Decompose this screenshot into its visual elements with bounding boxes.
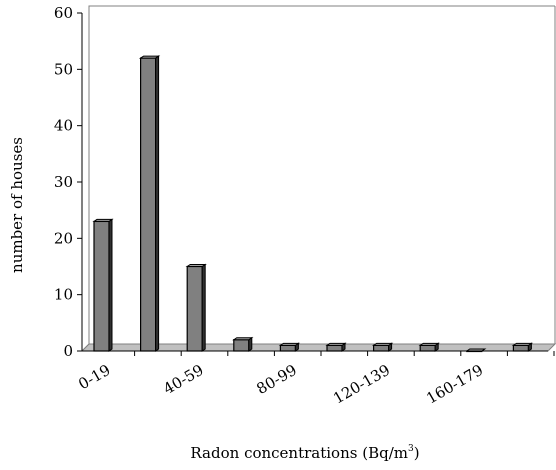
x-axis-title-suffix: ) (414, 444, 420, 462)
bar-top (232, 337, 254, 341)
bar (92, 218, 114, 352)
bar (232, 336, 254, 352)
y-tick-label: 50 (54, 60, 73, 78)
y-axis: 0 10 20 30 40 50 60 (54, 4, 83, 360)
bar-front (326, 344, 343, 352)
bar-front (186, 265, 203, 352)
y-tick-label: 0 (63, 342, 73, 360)
y-tick-label: 30 (54, 173, 73, 191)
x-axis: 0-19 40-59 80-99 120-139 160-179 (75, 350, 555, 408)
bar-front (419, 344, 436, 352)
bar-top (138, 55, 161, 59)
bar-front (279, 344, 296, 352)
bar-front (233, 339, 250, 352)
bar-side (155, 55, 160, 352)
y-tick-label: 20 (54, 229, 73, 247)
bar-front (93, 220, 110, 352)
bar-top (92, 218, 114, 222)
bar-top (325, 342, 347, 346)
bar-top (418, 342, 440, 346)
x-tick-label: 80-99 (253, 361, 299, 398)
bar (278, 342, 301, 352)
bar-top (185, 264, 207, 267)
x-tick-label: 40-59 (160, 361, 206, 398)
bar-top (511, 342, 534, 346)
bar-front (373, 344, 390, 352)
y-tick-label: 40 (54, 117, 73, 135)
x-axis-title-superscript: 3 (408, 444, 414, 454)
bars-group (92, 55, 534, 353)
y-axis-title: number of houses (8, 137, 26, 273)
bar-top (465, 348, 487, 352)
bar-top (278, 342, 301, 346)
bar (138, 55, 161, 352)
bar-front (512, 344, 530, 352)
x-axis-title: Radon concentrations (Bq/m3) (190, 444, 419, 462)
x-tick-label: 160-179 (423, 361, 486, 408)
bar (325, 342, 347, 352)
bar (418, 342, 440, 352)
bar (371, 342, 394, 352)
y-tick-label: 10 (54, 286, 73, 304)
bar (511, 342, 534, 352)
x-axis-title-main: Radon concentrations (Bq/m (190, 444, 408, 462)
x-tick-label: 120-139 (330, 361, 393, 408)
y-tick-label: 60 (54, 4, 73, 22)
bar-side (108, 218, 113, 352)
bar (185, 263, 207, 352)
bar-front (140, 57, 157, 352)
bar-side (201, 263, 206, 352)
x-tick-label: 0-19 (75, 361, 113, 393)
bar (465, 348, 487, 353)
bar-top (371, 342, 394, 346)
